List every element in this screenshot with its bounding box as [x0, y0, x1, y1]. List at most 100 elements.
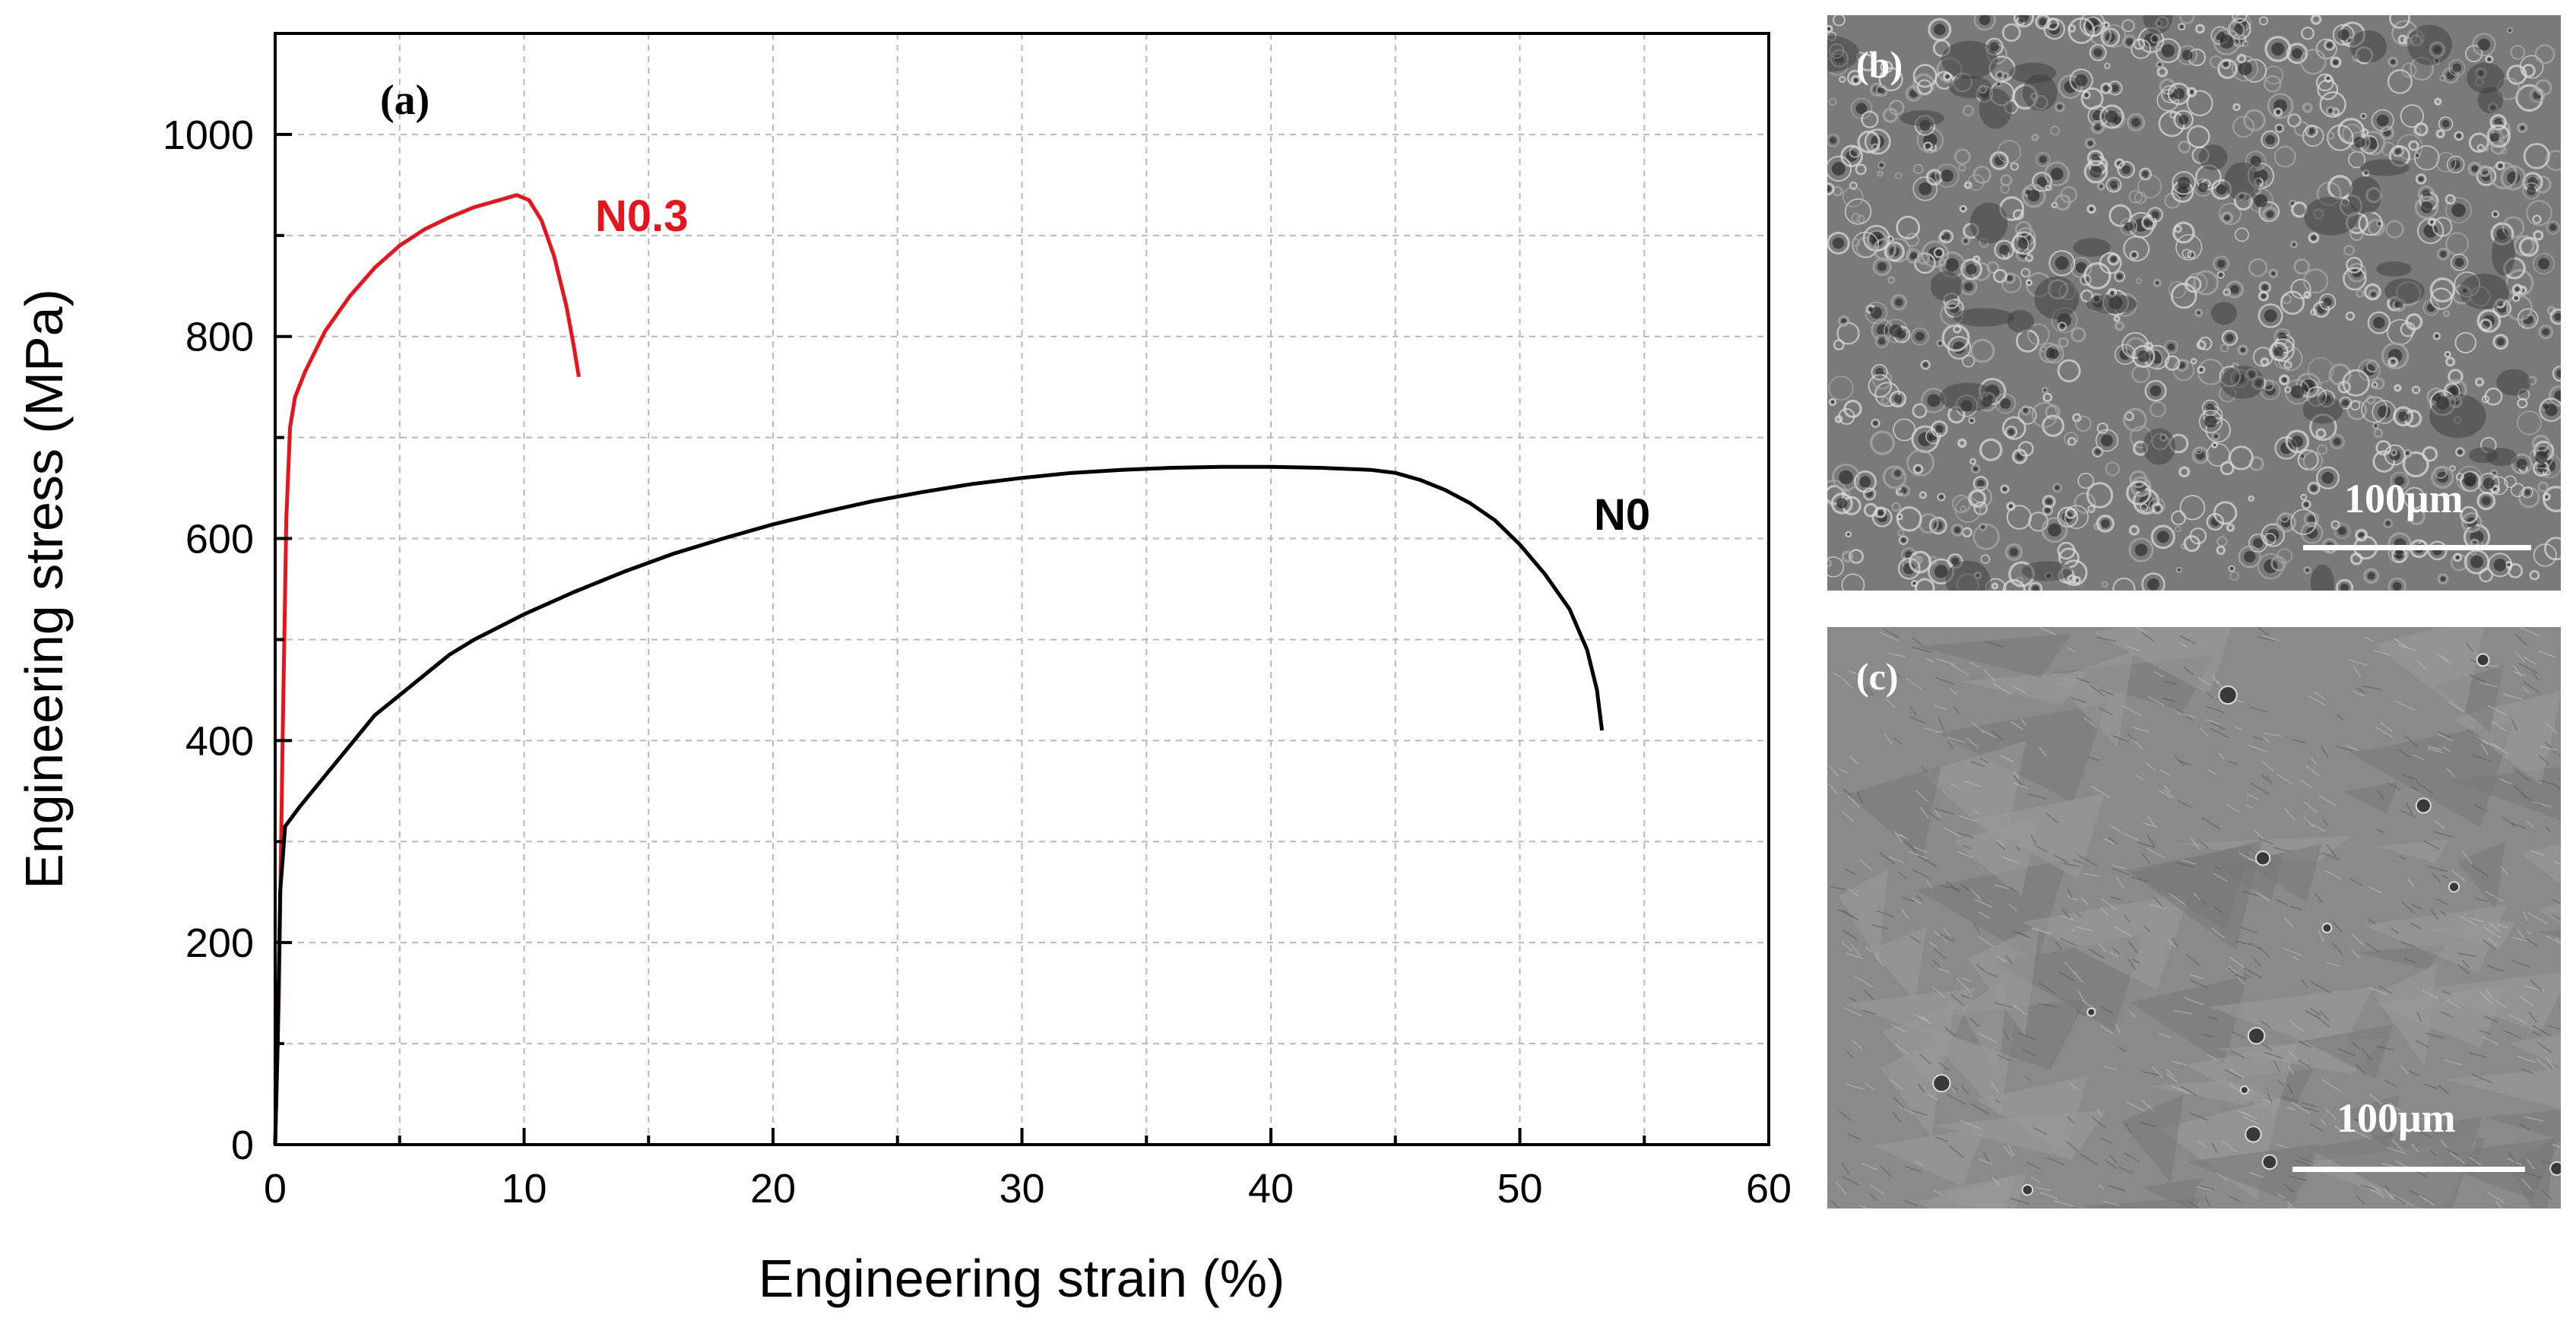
river-mark [2292, 739, 2305, 743]
dimple-rim [1939, 229, 1954, 244]
dimple-rim [1855, 163, 1867, 176]
dimple-rim [2533, 252, 2555, 275]
dimple-rim [1873, 237, 1896, 261]
dimple-pit [2223, 62, 2229, 67]
void [2467, 62, 2505, 94]
river-mark [1945, 881, 1960, 894]
series-line-n0 [273, 464, 1605, 1145]
river-mark [2322, 819, 2329, 826]
dimple-pit [1876, 324, 1888, 336]
dimple-rim [2001, 416, 2026, 440]
dimple-rim [2405, 313, 2423, 331]
river-mark [2488, 921, 2501, 933]
dimple-pit [1870, 306, 1883, 319]
dimple-rim [2086, 204, 2096, 214]
river-mark [2502, 816, 2516, 828]
scale-bar-label-b: 100μm [2344, 476, 2464, 521]
dimple-rim [2216, 545, 2226, 556]
dimple-rim [2182, 249, 2192, 258]
dimple-pit [2216, 259, 2226, 268]
river-mark [2451, 869, 2466, 882]
river-mark [2483, 926, 2502, 939]
river-mark [2112, 948, 2120, 955]
dimple-rim [2486, 128, 2505, 147]
river-mark [2319, 1118, 2327, 1126]
dimple-pit [2177, 176, 2191, 189]
river-mark [2289, 1020, 2304, 1032]
river-mark [1859, 1204, 1868, 1208]
cleavage-facet [2373, 984, 2508, 1049]
river-mark [1869, 1193, 1877, 1201]
dimple-rim [2446, 155, 2465, 174]
river-mark [2147, 816, 2156, 828]
dimple-rim [2122, 407, 2147, 432]
dimple-rim [2105, 461, 2120, 477]
dimple-rim [2274, 123, 2284, 133]
dimple-pit [2304, 502, 2309, 507]
river-mark [2195, 1186, 2212, 1191]
river-mark [2402, 774, 2419, 781]
river-mark [2073, 971, 2083, 983]
dimple-rim [1841, 573, 1865, 591]
river-mark [1871, 923, 1888, 930]
void [2496, 369, 2531, 396]
dimple-rim [2100, 27, 2121, 47]
dimple-rim [2126, 112, 2146, 131]
void [1900, 110, 1945, 126]
river-mark [1911, 897, 1922, 904]
dimple-rim [2024, 253, 2034, 262]
river-mark [2067, 1116, 2076, 1124]
dimple-rim [2334, 522, 2351, 540]
dimple-rim [2506, 27, 2514, 34]
river-mark [2242, 891, 2261, 897]
river-mark [2441, 654, 2452, 665]
dimple-rim [1970, 464, 1981, 474]
void [1941, 40, 1998, 79]
dimple-pit [2045, 498, 2052, 505]
river-mark [1947, 736, 1966, 743]
river-mark [2427, 748, 2444, 754]
void [2459, 273, 2510, 309]
river-mark [2441, 746, 2451, 752]
river-mark [2239, 852, 2258, 863]
dimple-rim [2310, 15, 2322, 25]
river-mark [2206, 1053, 2218, 1060]
dimple-rim [2317, 79, 2339, 100]
cleavage-facet [1917, 633, 2072, 678]
dimple-pit [1997, 82, 2001, 86]
river-mark [2321, 1079, 2341, 1092]
dimple-pit [2134, 543, 2148, 556]
river-mark [2552, 783, 2561, 790]
river-mark [2080, 1153, 2099, 1166]
river-mark [1842, 788, 1852, 797]
river-mark [2170, 1085, 2191, 1094]
river-mark [2179, 642, 2188, 648]
dimple-rim [1934, 163, 1960, 188]
dimple-rim [2326, 131, 2335, 140]
dimple-pit [2496, 337, 2505, 346]
river-mark [2353, 1129, 2372, 1140]
cleavage-facet [2121, 1094, 2184, 1183]
river-mark [2100, 1006, 2114, 1015]
river-mark [2472, 1073, 2492, 1084]
river-mark [1841, 1175, 1860, 1186]
river-mark [1877, 910, 1895, 918]
river-mark [2356, 1063, 2366, 1075]
river-mark [2125, 645, 2140, 651]
river-mark [1887, 652, 1906, 657]
river-mark [2527, 930, 2533, 936]
dimple-rim [2435, 129, 2445, 139]
dimple-rim [1849, 146, 1861, 158]
river-mark [2401, 901, 2415, 914]
river-mark [1982, 1151, 1991, 1164]
dimple-rim [2042, 495, 2056, 508]
river-mark [1970, 1103, 1989, 1115]
dimple-rim [2149, 401, 2166, 418]
river-mark [2249, 1172, 2265, 1179]
river-mark [1891, 1024, 1906, 1033]
river-mark [1969, 1017, 1979, 1027]
river-mark [2448, 702, 2465, 713]
river-mark [2286, 1084, 2294, 1094]
river-mark [2175, 862, 2195, 868]
void [2384, 278, 2425, 304]
